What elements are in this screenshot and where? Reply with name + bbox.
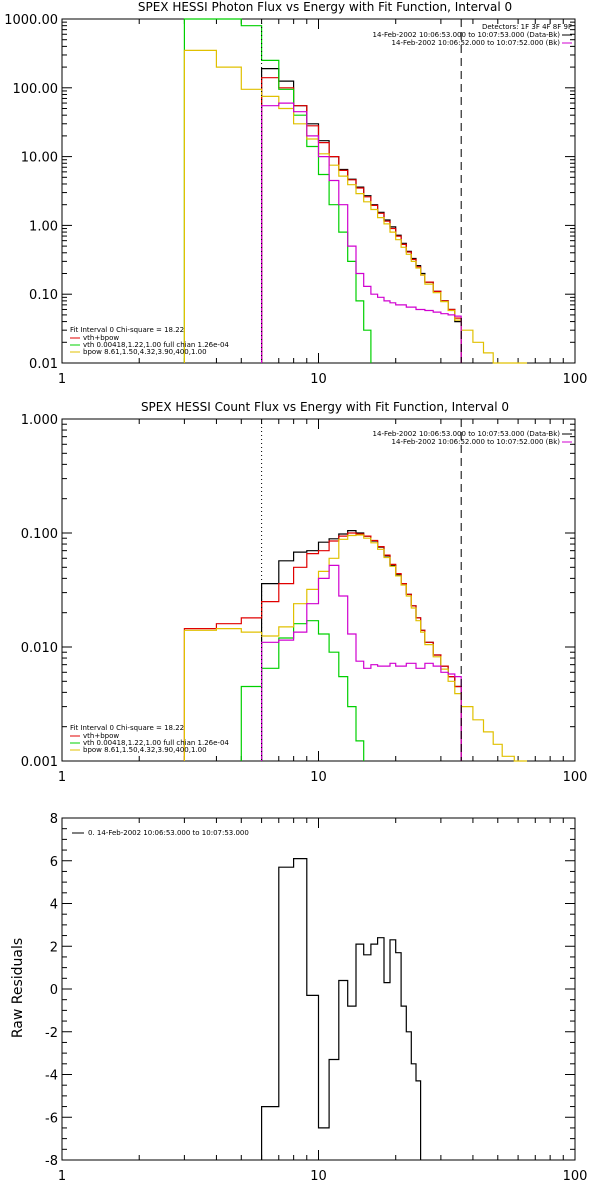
y-tick-label: 0 bbox=[50, 983, 58, 998]
count-flux-panel: SPEX HESSI Count Flux vs Energy with Fit… bbox=[21, 400, 588, 785]
black-series-line bbox=[261, 858, 422, 1160]
green-series-line bbox=[240, 620, 365, 761]
photon-flux-panel: SPEX HESSI Photon Flux vs Energy with Fi… bbox=[4, 0, 587, 387]
residuals-panel: 1 10 100 8 6 4 2 0 -2 -4 -6 -8 Raw Residuals 0. 14-… bbox=[10, 812, 587, 1184]
count-flux-bk-interval: 14-Feb-2002 10:06:52.000 to 10:07:52.000… bbox=[392, 438, 561, 446]
yellow-series-line bbox=[183, 49, 527, 364]
count-flux-fit-summary: Fit Interval 0 Chi-square = 18.22 bbox=[70, 724, 184, 732]
y-tick-label: -4 bbox=[45, 1069, 58, 1084]
y-tick-label: -2 bbox=[45, 1026, 58, 1041]
photon-flux-legend-bottom: Fit Interval 0 Chi-square = 18.22 vth+bp… bbox=[70, 326, 229, 356]
y-tick-label: 4 bbox=[50, 898, 58, 913]
residuals-ylabel: Raw Residuals bbox=[10, 938, 26, 1038]
y-tick-label: 10.00 bbox=[21, 151, 58, 166]
y-tick-label: 0.01 bbox=[29, 357, 58, 372]
count-flux-legend-bottom: Fit Interval 0 Chi-square = 18.22 vth+bp… bbox=[70, 724, 229, 754]
y-tick-label: 1.000 bbox=[21, 413, 58, 428]
black-series-line bbox=[261, 530, 462, 761]
photon-flux-detectors: Detectors: 1F 3F 4F 8F 9F bbox=[482, 23, 572, 31]
x-tick-label: 100 bbox=[563, 1169, 588, 1184]
y-tick-label: 0.10 bbox=[29, 288, 58, 303]
y-tick-label: 0.001 bbox=[21, 755, 58, 770]
residuals-series bbox=[261, 858, 422, 1160]
y-tick-label: 1000.00 bbox=[4, 13, 58, 28]
photon-flux-bpow-label: bpow 8.61,1.50,4.32,3.90,400,1.00 bbox=[83, 348, 207, 356]
x-tick-label: 1 bbox=[58, 770, 66, 785]
y-tick-label: 0.100 bbox=[21, 527, 58, 542]
black-series-line bbox=[261, 68, 462, 363]
green-series-line bbox=[183, 18, 372, 363]
red-series-line bbox=[183, 532, 462, 761]
x-tick-label: 100 bbox=[563, 372, 588, 387]
photon-flux-bk-interval: 14-Feb-2002 10:06:52.000 to 10:07:52.000… bbox=[392, 39, 561, 47]
photon-flux-frame bbox=[61, 18, 576, 364]
count-flux-fit-range bbox=[261, 419, 462, 761]
count-flux-axes: 1 10 100 1.000 0.100 0.010 0.001 bbox=[21, 413, 588, 785]
magenta-series-line bbox=[261, 102, 462, 363]
y-tick-label: 8 bbox=[50, 812, 58, 827]
photon-flux-title: SPEX HESSI Photon Flux vs Energy with Fi… bbox=[138, 0, 512, 14]
red-series-line bbox=[261, 77, 462, 363]
photon-flux-vth-label: vth 0.00418,1.22,1.00 full chian 1.26e-0… bbox=[83, 341, 229, 349]
y-tick-label: 6 bbox=[50, 855, 58, 870]
x-tick-label: 1 bbox=[58, 1169, 66, 1184]
photon-flux-series bbox=[183, 18, 527, 364]
y-tick-label: -6 bbox=[45, 1111, 58, 1126]
y-tick-label: -8 bbox=[45, 1154, 58, 1169]
photon-flux-fit-range bbox=[261, 19, 462, 363]
y-tick-label: 100.00 bbox=[13, 82, 59, 97]
count-flux-title: SPEX HESSI Count Flux vs Energy with Fit… bbox=[141, 400, 509, 414]
photon-flux-data-interval: 14-Feb-2002 10:06:53.000 to 10:07:53.000… bbox=[373, 31, 561, 39]
count-flux-series bbox=[183, 530, 527, 762]
y-tick-label: 1.00 bbox=[29, 219, 58, 234]
photon-flux-axes: 1 10 100 1000.00 100.00 10.00 1.00 0.10 0.01 bbox=[4, 13, 587, 387]
x-tick-label: 100 bbox=[563, 770, 588, 785]
photon-flux-total-label: vth+bpow bbox=[83, 334, 119, 342]
count-flux-bpow-label: bpow 8.61,1.50,4.32,3.90,400,1.00 bbox=[83, 746, 207, 754]
y-tick-label: 2 bbox=[50, 940, 58, 955]
count-flux-legend-top: 14-Feb-2002 10:06:53.000 to 10:07:53.000… bbox=[373, 430, 572, 446]
residuals-legend: 0. 14-Feb-2002 10:06:53.000 to 10:07:53.… bbox=[88, 829, 249, 837]
x-tick-label: 10 bbox=[310, 372, 327, 387]
residuals-axes: 1 10 100 8 6 4 2 0 -2 -4 -6 -8 bbox=[45, 812, 587, 1184]
x-tick-label: 10 bbox=[310, 770, 327, 785]
count-flux-vth-label: vth 0.00418,1.22,1.00 full chian 1.26e-0… bbox=[83, 739, 229, 747]
count-flux-data-interval: 14-Feb-2002 10:06:53.000 to 10:07:53.000… bbox=[373, 430, 561, 438]
magenta-series-line bbox=[261, 564, 462, 761]
count-flux-total-label: vth+bpow bbox=[83, 732, 119, 740]
x-tick-label: 10 bbox=[310, 1169, 327, 1184]
photon-flux-fit-summary: Fit Interval 0 Chi-square = 18.22 bbox=[70, 326, 184, 334]
photon-flux-legend-top: Detectors: 1F 3F 4F 8F 9F 14-Feb-2002 10… bbox=[373, 23, 572, 47]
y-tick-label: 0.010 bbox=[21, 641, 58, 656]
x-tick-label: 1 bbox=[58, 372, 66, 387]
